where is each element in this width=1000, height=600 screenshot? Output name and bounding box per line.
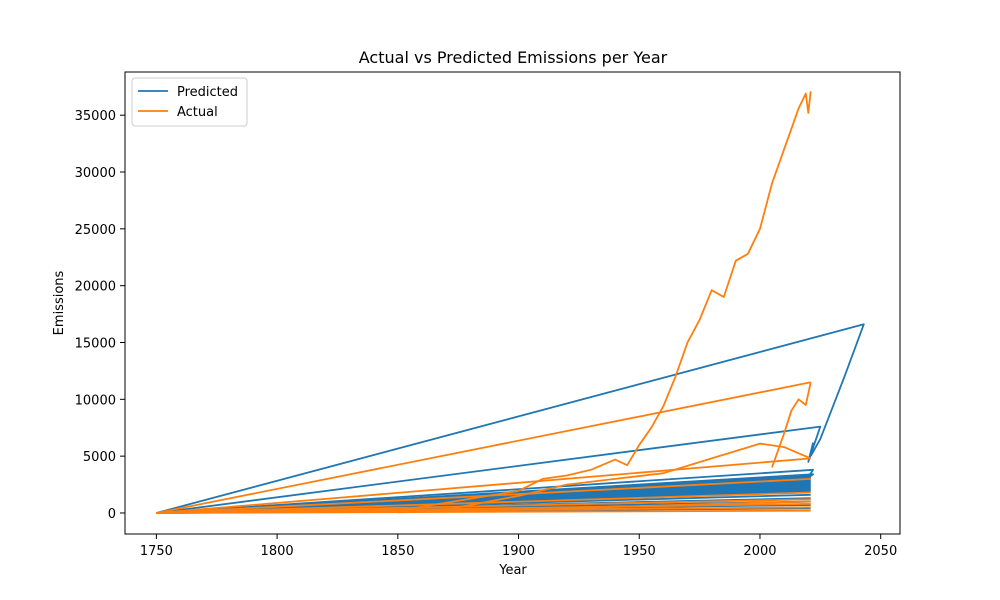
series-line-actual-2 (771, 382, 812, 468)
series-line-actual-10 (156, 509, 811, 514)
chart-title: Actual vs Predicted Emissions per Year (359, 48, 668, 67)
series-line-actual-6 (156, 491, 811, 514)
x-tick-label: 1750 (140, 544, 173, 559)
series-line-actual-1 (156, 381, 811, 514)
y-tick-label: 0 (108, 507, 116, 522)
legend-label-predicted: Predicted (177, 85, 238, 100)
y-tick-label: 5000 (83, 450, 116, 465)
x-tick-label: 1900 (502, 544, 535, 559)
y-tick-label: 35000 (75, 109, 116, 124)
x-tick-label: 1850 (381, 544, 414, 559)
series-line-predicted-1 (156, 425, 822, 514)
series-line-actual-5 (156, 478, 811, 514)
series-layer (156, 91, 865, 514)
series-line-actual-0 (156, 91, 812, 514)
x-axis: 1750 1800 1850 1900 1950 2000 2050 (140, 534, 897, 559)
y-tick-label: 25000 (75, 223, 116, 238)
series-actual (156, 91, 812, 514)
x-tick-label: 1800 (261, 544, 294, 559)
y-tick-label: 15000 (75, 336, 116, 351)
plot-frame (124, 71, 901, 535)
x-tick-label: 2000 (743, 544, 776, 559)
x-tick-label: 2050 (864, 544, 897, 559)
y-axis-label: Emissions (52, 270, 67, 335)
x-tick-label: 1950 (623, 544, 656, 559)
legend-label-actual: Actual (177, 105, 218, 120)
legend-box (131, 77, 248, 127)
series-line-actual-3 (156, 457, 811, 514)
series-predicted (156, 323, 865, 514)
y-tick-label: 10000 (75, 393, 116, 408)
legend: Predicted Actual (131, 77, 248, 127)
series-line-actual-11 (397, 500, 811, 514)
y-axis: 0 5000 10000 15000 20000 25000 30000 35000 (75, 109, 125, 522)
series-line-predicted-0 (156, 323, 865, 514)
y-tick-label: 20000 (75, 280, 116, 295)
y-tick-label: 30000 (75, 166, 116, 181)
series-line-actual-4 (445, 442, 812, 511)
x-axis-label: Year (498, 563, 527, 578)
